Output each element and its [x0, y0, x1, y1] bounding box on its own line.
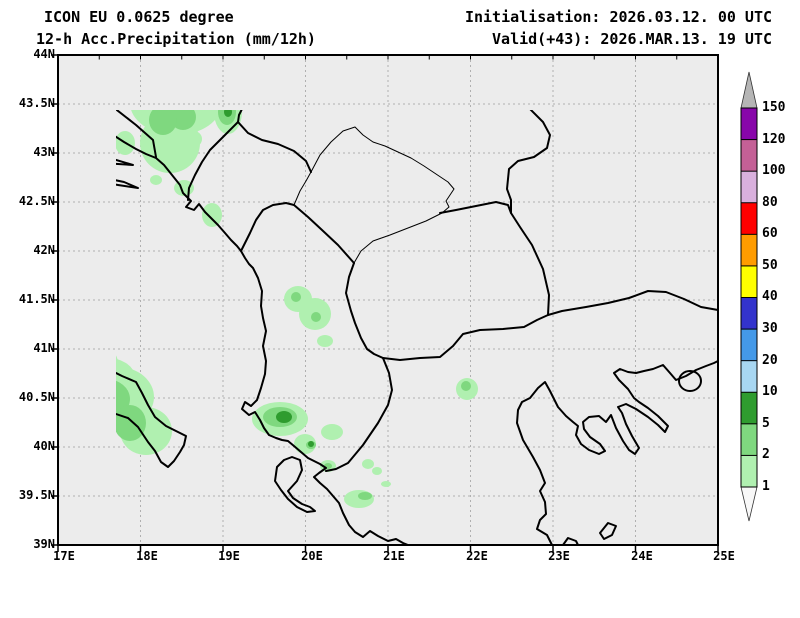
model-title: ICON EU 0.0625 degree	[44, 8, 234, 26]
product-title: 12-h Acc.Precipitation (mm/12h)	[36, 30, 316, 48]
colorbar	[740, 71, 758, 522]
island-dalmatia-2	[116, 158, 134, 166]
valid-time: Valid(+43): 2026.MAR.13. 19 UTC	[492, 30, 772, 48]
lat-label: 42.5N	[18, 194, 55, 208]
lat-label: 43N	[33, 145, 55, 159]
colorbar-label: 1	[762, 479, 770, 494]
colorbar-label: 50	[762, 258, 778, 273]
lon-label: 18E	[136, 549, 158, 563]
border-greece-macedonia-bulgaria	[382, 290, 719, 361]
lon-label: 23E	[548, 549, 570, 563]
border-bosnia-montenegro	[187, 121, 239, 201]
lat-label: 40.5N	[18, 390, 55, 404]
colorbar-label: 40	[762, 289, 778, 304]
lat-label: 41N	[33, 341, 55, 355]
border-bosnia-serbia	[237, 110, 243, 123]
colorbar-label: 30	[762, 321, 778, 336]
lon-label: 20E	[301, 549, 323, 563]
lon-label: 21E	[383, 549, 405, 563]
geography-layer	[116, 110, 719, 546]
lon-label: 25E	[713, 549, 735, 563]
lon-label: 17E	[53, 549, 75, 563]
colorbar-label: 120	[762, 132, 786, 147]
coastline-adriatic-ionian	[116, 135, 409, 546]
lat-label: 39.5N	[18, 488, 55, 502]
colorbar-label: 150	[762, 100, 786, 115]
colorbar-label: 60	[762, 226, 778, 241]
border-albania-macedonia	[345, 262, 384, 359]
lat-label: 41.5N	[18, 292, 55, 306]
lon-label: 19E	[218, 549, 240, 563]
lat-label: 39N	[33, 537, 55, 551]
colorbar-label: 80	[762, 195, 778, 210]
lat-label: 40N	[33, 439, 55, 453]
colorbar-label: 20	[762, 353, 778, 368]
border-montenegro-albania	[240, 202, 295, 252]
coastline-aegean-chalkidiki	[516, 360, 719, 546]
init-time: Initialisation: 2026.03.12. 00 UTC	[464, 8, 772, 26]
coastline-delta-exit	[562, 537, 579, 546]
lat-label: 42N	[33, 243, 55, 257]
island-dalmatia-3	[116, 179, 139, 189]
colorbar-label: 2	[762, 447, 770, 462]
lon-label: 24E	[631, 549, 653, 563]
lon-label: 22E	[466, 549, 488, 563]
island-thasos	[678, 370, 702, 392]
colorbar-label: 10	[762, 384, 778, 399]
border-croatia-bosnia	[116, 110, 157, 158]
colorbar-label: 5	[762, 416, 770, 431]
border-serbia-bulgaria	[506, 110, 551, 214]
border-montenegro-serbia	[237, 121, 312, 173]
lat-label: 44N	[33, 47, 55, 61]
axis-ticks	[51, 54, 719, 552]
island-corfu	[274, 456, 316, 513]
lat-label: 43.5N	[18, 96, 55, 110]
border-albania-greece	[325, 357, 393, 472]
island-limnos	[599, 522, 617, 540]
coastline-italy-puglia	[116, 371, 187, 468]
colorbar-label: 100	[762, 163, 786, 178]
border-kosovo-outline	[293, 126, 455, 264]
